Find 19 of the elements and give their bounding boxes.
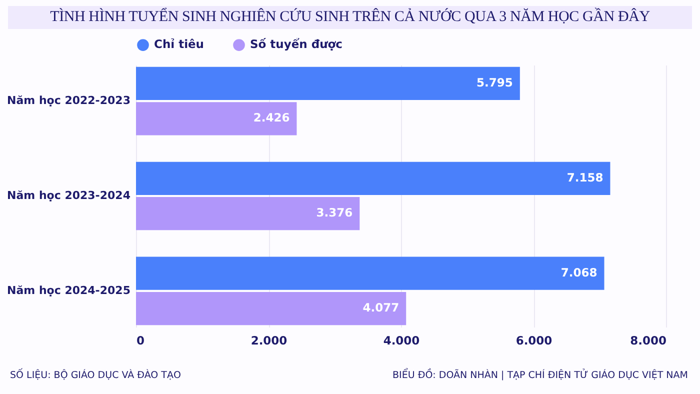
data-label: 3.376 xyxy=(316,206,353,220)
x-tick-label: 6.000 xyxy=(516,334,552,348)
data-label: 7.158 xyxy=(566,170,604,184)
data-label: 5.795 xyxy=(476,75,513,90)
x-tick-label: 2.000 xyxy=(250,334,288,348)
legend-label: Số tuyển được xyxy=(250,37,343,52)
x-tick-label: 8.000 xyxy=(630,334,666,348)
x-tick-label: 0 xyxy=(136,334,145,348)
data-label: 4.077 xyxy=(362,300,400,315)
legend-label: Chỉ tiêu xyxy=(154,37,204,52)
text: BIỂU ĐỒ: DOÃN NHÀN | TẠP CHÍ ĐIỆN TỬ GIÁO DỤC VIỆT NAM xyxy=(392,370,688,381)
x-tick-label: 4.000 xyxy=(383,334,420,348)
chart-title: TÌNH HÌNH TUYỂN SINH NGHIÊN CỨU SINH TRÊN CẢ NƯỚC QUA 3 NĂM HỌC GẦN ĐÂY xyxy=(8,6,692,29)
y-tick-label: Năm học 2024-2025 xyxy=(7,284,130,297)
text: SỐ LIỆU: BỘ GIÁO DỤC VÀ ĐÀO TẠO xyxy=(10,370,181,381)
data-label: 2.426 xyxy=(253,110,290,125)
data-label: 7.068 xyxy=(560,265,598,280)
y-tick-label: Năm học 2023-2024 xyxy=(7,189,131,202)
y-tick-label: Năm học 2022-2023 xyxy=(7,94,130,108)
